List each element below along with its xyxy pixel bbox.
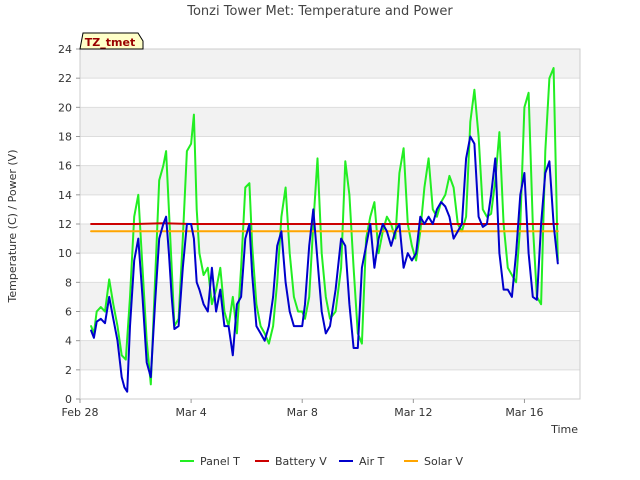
legend-item: Air T bbox=[339, 455, 385, 468]
y-tick-label: 18 bbox=[58, 131, 72, 144]
plot-band bbox=[80, 282, 580, 312]
x-tick-label: Feb 28 bbox=[62, 406, 99, 419]
legend-label: Air T bbox=[359, 455, 385, 468]
legend-label: Battery V bbox=[275, 455, 327, 468]
plot-band bbox=[80, 224, 580, 254]
x-axis: Feb 28 Mar 4 Mar 8 Mar 12 Mar 16 bbox=[62, 399, 544, 419]
x-tick-label: Mar 8 bbox=[287, 406, 318, 419]
x-tick-label: Mar 12 bbox=[394, 406, 432, 419]
plot-band bbox=[80, 107, 580, 137]
series-line-air-t bbox=[90, 135, 559, 393]
plot-band bbox=[80, 165, 580, 195]
plot-band bbox=[80, 340, 580, 370]
y-tick-label: 22 bbox=[58, 72, 72, 85]
site-tag: TZ_tmet bbox=[79, 32, 144, 50]
y-tick-label: 16 bbox=[58, 160, 72, 173]
legend-label: Solar V bbox=[424, 455, 464, 468]
legend-item: Panel T bbox=[180, 455, 240, 468]
y-tick-label: 12 bbox=[58, 218, 72, 231]
site-tag-label: TZ_tmet bbox=[85, 36, 135, 49]
x-axis-title: Time bbox=[550, 423, 578, 436]
y-axis-title: Temperature (C) / Power (V) bbox=[6, 149, 19, 303]
y-tick-label: 4 bbox=[65, 335, 72, 348]
legend-item: Battery V bbox=[255, 455, 327, 468]
series-line-panel-t bbox=[90, 67, 559, 386]
x-tick-label: Mar 16 bbox=[505, 406, 543, 419]
site-tag-box bbox=[79, 32, 144, 50]
y-tick-label: 6 bbox=[65, 306, 72, 319]
plot-bands bbox=[80, 49, 580, 370]
y-tick-label: 20 bbox=[58, 101, 72, 114]
y-tick-label: 8 bbox=[65, 276, 72, 289]
legend-item: Solar V bbox=[404, 455, 464, 468]
y-tick-label: 14 bbox=[58, 189, 72, 202]
chart-title: Tonzi Tower Met: Temperature and Power bbox=[186, 4, 453, 19]
legend: Panel T Battery V Air T Solar V bbox=[180, 455, 464, 468]
y-tick-label: 24 bbox=[58, 43, 72, 56]
plot-band bbox=[80, 49, 580, 79]
legend-label: Panel T bbox=[200, 455, 240, 468]
y-tick-label: 0 bbox=[65, 393, 72, 406]
series-layer bbox=[90, 67, 559, 393]
y-tick-label: 10 bbox=[58, 247, 72, 260]
x-tick-label: Mar 4 bbox=[175, 406, 206, 419]
y-tick-label: 2 bbox=[65, 364, 72, 377]
